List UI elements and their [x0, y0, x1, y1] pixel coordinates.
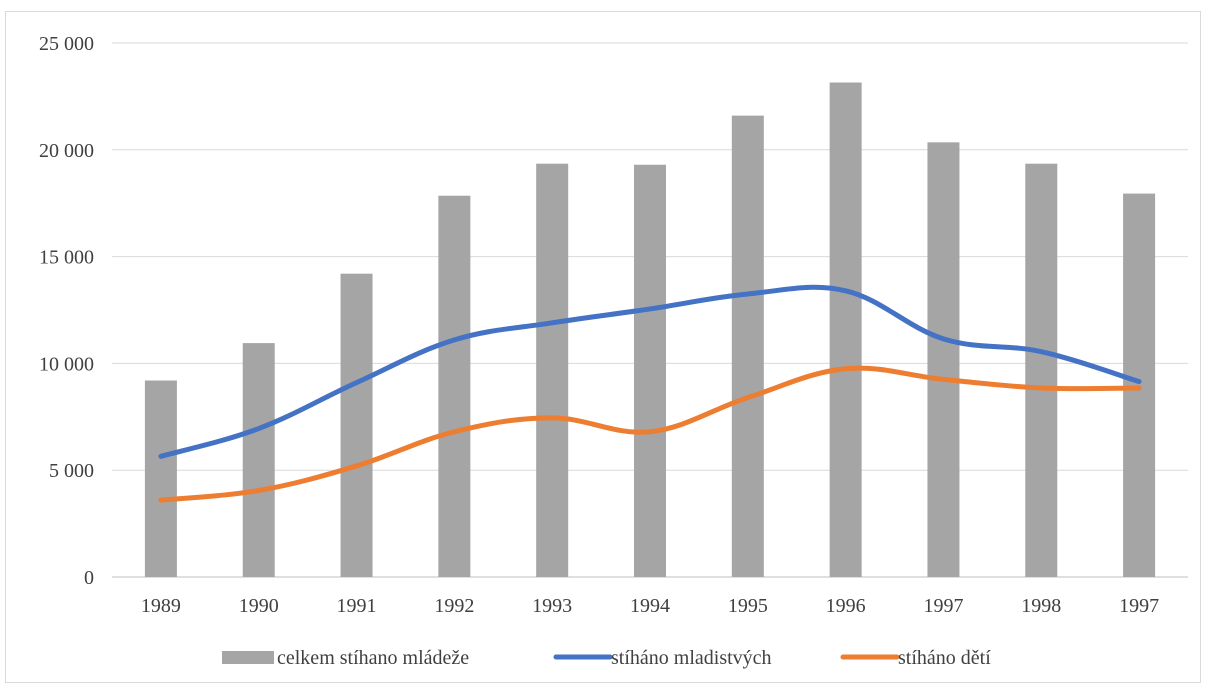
y-tick-label: 10 000 — [39, 353, 94, 375]
legend-swatch — [222, 651, 274, 664]
bar — [731, 115, 764, 578]
series-line — [158, 284, 1142, 459]
y-tick-label: 0 — [84, 567, 94, 589]
bar — [927, 142, 960, 577]
legend-entry: stíháno dětí — [840, 647, 991, 669]
x-tick-label: 1993 — [532, 595, 572, 617]
y-tick-label: 5 000 — [49, 460, 94, 482]
gridlines — [112, 42, 1188, 578]
x-tick-label: 1997 — [923, 595, 963, 617]
legend-label: stíháno dětí — [898, 647, 991, 669]
chart-frame — [5, 11, 1201, 683]
legend-label: stíháno mladistvých — [611, 647, 772, 669]
y-tick-label: 15 000 — [39, 247, 94, 269]
bar — [242, 343, 275, 577]
bar-series — [144, 82, 1156, 578]
x-tick-label: 1989 — [141, 595, 181, 617]
y-tick-label: 20 000 — [39, 140, 94, 162]
x-tick-label: 1990 — [239, 595, 279, 617]
y-tick-label: 25 000 — [39, 33, 94, 55]
series-line — [158, 365, 1142, 503]
legend-label: celkem stíhano mládeže — [277, 647, 469, 669]
bar — [438, 195, 471, 577]
x-tick-label: 1995 — [728, 595, 768, 617]
x-tick-label: 1997 — [1119, 595, 1159, 617]
bar — [340, 273, 373, 577]
x-tick-label: 1991 — [337, 595, 377, 617]
bar — [1123, 193, 1156, 577]
bar — [634, 164, 666, 577]
x-tick-label: 1994 — [630, 595, 670, 617]
bar — [536, 163, 569, 577]
legend-entry: celkem stíhano mládeže — [222, 647, 469, 669]
bar — [144, 380, 177, 577]
bar — [1025, 163, 1058, 577]
x-tick-label: 1996 — [826, 595, 866, 617]
legend-entry: stíháno mladistvých — [553, 647, 772, 669]
x-tick-label: 1998 — [1021, 595, 1061, 617]
x-tick-label: 1992 — [434, 595, 474, 617]
bar — [829, 82, 862, 578]
